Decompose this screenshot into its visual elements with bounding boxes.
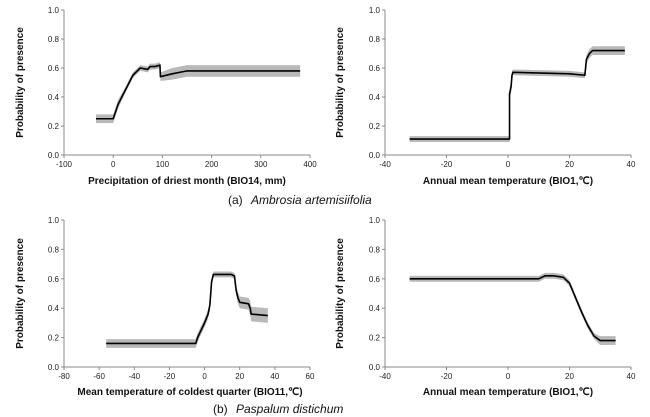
- y-axis-label: Probability of presence: [15, 238, 26, 349]
- y-tick-label: 0.6: [369, 64, 381, 73]
- y-tick-label: 0.0: [48, 363, 60, 372]
- x-tick-label: 300: [254, 160, 268, 169]
- y-tick-label: 0.6: [48, 275, 60, 284]
- x-tick-label: 60: [306, 372, 315, 381]
- x-tick-label: -60: [93, 372, 105, 381]
- panel-a-right: 0.0 0.2 0.4 0.6 0.8 1.0 -40 -20 0 20 40 Probability…: [335, 6, 636, 187]
- y-axis-label: Probability of presence: [335, 27, 346, 138]
- panel-a-left: 0.0 0.2 0.4 0.6 0.8 1.0 -100 0 100 200 300 400 Proba…: [15, 6, 317, 187]
- x-tick-label: 20: [565, 160, 574, 169]
- y-tick-label: 0.8: [48, 245, 60, 254]
- x-tick-label: -20: [164, 372, 176, 381]
- panel-b-right: 0.0 0.2 0.4 0.6 0.8 1.0 -40 -20 0 20 40 Probability…: [335, 216, 636, 398]
- x-tick-label: 40: [627, 372, 636, 381]
- y-tick-label: 0.2: [48, 334, 60, 343]
- x-axis-label: Mean temperature of coldest quarter (BIO…: [77, 387, 302, 398]
- confidence-band: [95, 62, 301, 124]
- x-tick-label: -40: [379, 372, 391, 381]
- x-tick-label: -20: [441, 160, 453, 169]
- y-tick-label: 0.0: [369, 363, 381, 372]
- y-tick-label: 0.6: [369, 275, 381, 284]
- caption-b-species: Paspalum distichum: [236, 402, 343, 416]
- x-tick-label: 40: [270, 372, 279, 381]
- x-tick-label: 40: [627, 160, 636, 169]
- y-tick-label: 1.0: [48, 6, 60, 15]
- confidence-band: [106, 271, 268, 348]
- y-tick-label: 0.0: [48, 151, 60, 160]
- caption-a-species: Ambrosia artemisiifolia: [250, 193, 372, 207]
- caption-b-label: (b): [213, 402, 228, 416]
- x-tick-label: 200: [205, 160, 219, 169]
- y-tick-label: 0.4: [369, 304, 381, 313]
- x-tick-label: -80: [58, 372, 70, 381]
- y-tick-label: 1.0: [369, 216, 381, 225]
- x-tick-label: -40: [379, 160, 391, 169]
- y-tick-label: 0.4: [369, 93, 381, 102]
- x-tick-label: -40: [129, 372, 141, 381]
- x-tick-label: 400: [303, 160, 317, 169]
- x-tick-label: 0: [111, 160, 116, 169]
- y-tick-label: 0.6: [48, 64, 60, 73]
- x-tick-label: 100: [156, 160, 170, 169]
- y-tick-label: 0.2: [369, 122, 381, 131]
- y-tick-label: 0.8: [369, 35, 381, 44]
- confidence-band: [409, 46, 625, 142]
- x-tick-label: 20: [565, 372, 574, 381]
- y-tick-label: 0.8: [48, 35, 60, 44]
- y-axis-label: Probability of presence: [15, 27, 26, 138]
- y-tick-label: 0.0: [369, 151, 381, 160]
- y-tick-label: 0.2: [48, 122, 60, 131]
- response-line: [95, 64, 301, 120]
- confidence-band: [409, 272, 616, 345]
- y-tick-label: 0.4: [48, 93, 60, 102]
- panel-b-left: 0.0 0.2 0.4 0.6 0.8 1.0 -80 -60 -40 -20 0 20 40 60 Pro…: [15, 216, 315, 398]
- y-tick-label: 1.0: [48, 216, 60, 225]
- y-tick-label: 0.4: [48, 304, 60, 313]
- x-tick-label: 20: [235, 372, 244, 381]
- x-axis-label: Annual mean temperature (BIO1,℃): [423, 387, 593, 398]
- x-tick-label: 0: [506, 372, 511, 381]
- y-tick-label: 1.0: [369, 6, 381, 15]
- response-line: [409, 49, 625, 140]
- y-tick-label: 0.8: [369, 245, 381, 254]
- x-tick-label: 0: [506, 160, 511, 169]
- x-tick-label: 0: [202, 372, 207, 381]
- x-axis-label: Annual mean temperature (BIO1,℃): [423, 176, 593, 187]
- x-axis-label: Precipitation of driest month (BIO14, mm…: [88, 176, 286, 187]
- response-line: [409, 275, 616, 342]
- x-tick-label: -100: [56, 160, 73, 169]
- y-tick-label: 0.2: [369, 334, 381, 343]
- caption-a-label: (a): [228, 193, 243, 207]
- y-axis-label: Probability of presence: [335, 238, 346, 349]
- response-line: [106, 273, 268, 345]
- x-tick-label: -20: [441, 372, 453, 381]
